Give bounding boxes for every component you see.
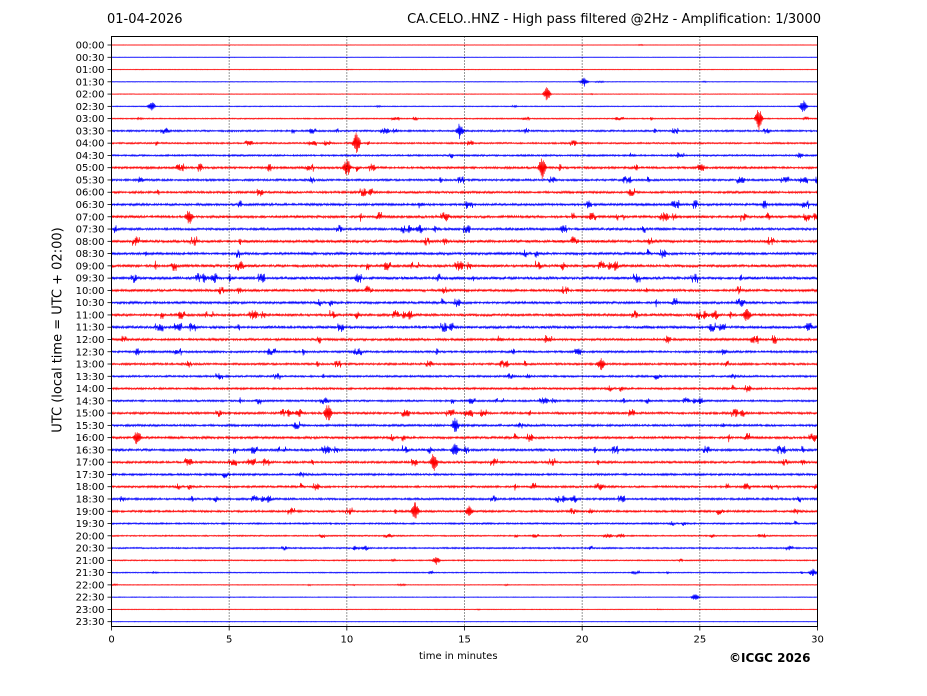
trace-1500: [111, 405, 818, 421]
row-label: 21:00: [76, 556, 105, 567]
row-label: 05:30: [76, 175, 105, 186]
row-label: 13:00: [76, 360, 105, 371]
row-label: 16:30: [76, 445, 105, 456]
row-label: 04:30: [76, 151, 105, 162]
row-label: 03:00: [76, 114, 105, 125]
row-label: 14:00: [76, 384, 105, 395]
row-label: 08:00: [76, 237, 105, 248]
trace-2200: [111, 583, 818, 587]
row-label: 21:30: [76, 568, 105, 579]
trace-1000: [111, 285, 818, 295]
row-label: 01:30: [76, 77, 105, 88]
row-label: 07:30: [76, 225, 105, 236]
trace-1100: [111, 308, 818, 321]
row-label: 23:00: [76, 605, 105, 616]
trace-1630: [111, 443, 818, 455]
row-label: 01:00: [76, 65, 105, 76]
row-label: 20:00: [76, 531, 105, 542]
row-label: 04:00: [76, 139, 105, 150]
row-label: 22:30: [76, 593, 105, 604]
row-label: 18:00: [76, 482, 105, 493]
x-axis-ticks: 0 5 10 15 20 25 30: [108, 626, 824, 646]
row-label: 07:00: [76, 212, 105, 223]
row-label: 20:30: [76, 544, 105, 555]
x-tick-label: 10: [340, 635, 353, 646]
row-label: 02:00: [76, 90, 105, 101]
row-label: 13:30: [76, 372, 105, 383]
row-label: 10:30: [76, 298, 105, 309]
trace-2100: [111, 557, 818, 565]
row-label: 09:00: [76, 261, 105, 272]
row-label: 19:00: [76, 507, 105, 518]
trace-0030: [111, 56, 818, 59]
vertical-gridlines: [228, 36, 701, 627]
row-label: 17:30: [76, 470, 105, 481]
trace-0500: [111, 158, 818, 180]
row-label: 15:30: [76, 421, 105, 432]
trace-2030: [111, 545, 818, 551]
x-tick-label: 5: [226, 635, 232, 646]
row-label: 18:30: [76, 494, 105, 505]
row-label: 22:00: [76, 580, 105, 591]
trace-0930: [111, 273, 818, 284]
row-label: 17:00: [76, 458, 105, 469]
x-tick-label: 15: [458, 635, 471, 646]
row-label: 11:30: [76, 323, 105, 334]
row-label: 06:30: [76, 200, 105, 211]
row-label: 15:00: [76, 409, 105, 420]
trace-0530: [111, 176, 818, 184]
row-label: 10:00: [76, 286, 105, 297]
row-label: 12:30: [76, 347, 105, 358]
row-label: 12:00: [76, 335, 105, 346]
trace-0000: [111, 43, 818, 47]
x-axis-label: time in minutes: [419, 651, 498, 662]
trace-0430: [111, 152, 818, 159]
copyright-label: ©ICGC 2026: [729, 651, 811, 665]
row-label: 02:30: [76, 102, 105, 113]
row-label: 16:00: [76, 433, 105, 444]
date-label: 01-04-2026: [107, 12, 183, 27]
row-label: 09:30: [76, 274, 105, 285]
row-label: 08:30: [76, 249, 105, 260]
row-label: 05:00: [76, 163, 105, 174]
trace-1600: [111, 432, 818, 445]
row-label: 06:00: [76, 188, 105, 199]
row-label: 11:00: [76, 310, 105, 321]
row-label: 00:00: [76, 41, 105, 52]
row-label: 00:30: [76, 53, 105, 64]
x-tick-label: 25: [693, 635, 706, 646]
y-axis-label: UTC (local time = UTC + 02:00): [50, 227, 66, 433]
row-label: 14:30: [76, 396, 105, 407]
row-label: 23:30: [76, 617, 105, 628]
chart-title: CA.CELO..HNZ - High pass filtered @2Hz -…: [407, 12, 821, 27]
trace-2230: [111, 594, 818, 600]
x-tick-label: 20: [576, 635, 589, 646]
trace-0600: [111, 188, 818, 197]
trace-1030: [111, 298, 818, 308]
trace-2130: [111, 568, 818, 577]
trace-0700: [111, 210, 818, 224]
trace-1530: [111, 417, 818, 432]
row-label: 03:30: [76, 126, 105, 137]
trace-0330: [111, 123, 818, 140]
trace-2000: [111, 533, 818, 539]
x-tick-label: 0: [108, 635, 114, 646]
x-tick-label: 30: [811, 635, 824, 646]
trace-0400: [111, 132, 818, 153]
row-label: 19:30: [76, 519, 105, 530]
